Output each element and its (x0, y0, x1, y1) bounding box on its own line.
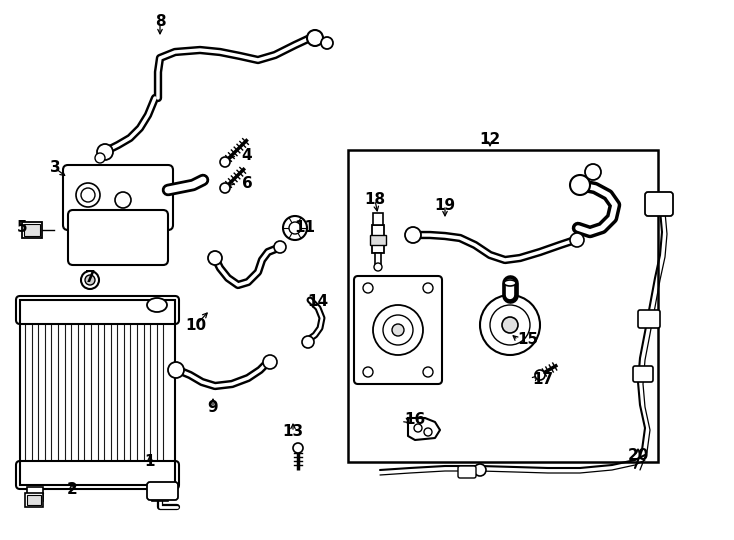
Bar (348, 150, 658, 462)
Bar (20, 300, 175, 485)
Circle shape (414, 424, 422, 432)
Text: 17: 17 (532, 373, 553, 388)
Bar (22, 222, 42, 238)
FancyBboxPatch shape (68, 210, 168, 265)
Bar (370, 235, 386, 245)
Circle shape (373, 305, 423, 355)
Circle shape (274, 241, 286, 253)
Circle shape (95, 153, 105, 163)
Circle shape (423, 367, 433, 377)
Circle shape (535, 370, 545, 380)
Bar (25, 493, 43, 507)
FancyBboxPatch shape (354, 276, 442, 384)
Circle shape (115, 192, 131, 208)
Text: 15: 15 (517, 333, 539, 348)
Text: 10: 10 (186, 318, 206, 333)
Bar (24, 224, 40, 236)
Circle shape (321, 37, 333, 49)
Circle shape (208, 251, 222, 265)
Text: 19: 19 (435, 198, 456, 213)
Bar (27, 495, 41, 505)
Ellipse shape (147, 298, 167, 312)
Polygon shape (408, 418, 440, 440)
Text: 4: 4 (241, 147, 252, 163)
FancyBboxPatch shape (645, 192, 673, 216)
Circle shape (502, 317, 518, 333)
Text: 13: 13 (283, 424, 304, 440)
Text: 8: 8 (155, 15, 165, 30)
Text: 7: 7 (84, 271, 95, 286)
FancyBboxPatch shape (458, 466, 476, 478)
Circle shape (490, 305, 530, 345)
Circle shape (392, 324, 404, 336)
Text: 20: 20 (628, 448, 649, 462)
Circle shape (480, 295, 540, 355)
Text: 5: 5 (17, 220, 27, 235)
Text: 12: 12 (479, 132, 501, 147)
Circle shape (423, 283, 433, 293)
Ellipse shape (504, 280, 516, 286)
Text: 9: 9 (208, 401, 218, 415)
Text: 14: 14 (308, 294, 329, 309)
Text: 11: 11 (294, 220, 316, 235)
Circle shape (405, 227, 421, 243)
FancyBboxPatch shape (147, 482, 178, 500)
Circle shape (363, 367, 373, 377)
Circle shape (283, 216, 307, 240)
Circle shape (289, 222, 301, 234)
Bar (373, 213, 383, 225)
FancyBboxPatch shape (638, 310, 660, 328)
Text: 18: 18 (365, 192, 385, 207)
Circle shape (293, 443, 303, 453)
Circle shape (220, 183, 230, 193)
Circle shape (85, 275, 95, 285)
Circle shape (570, 175, 590, 195)
Circle shape (424, 428, 432, 436)
FancyBboxPatch shape (63, 165, 173, 230)
Circle shape (168, 362, 184, 378)
Circle shape (302, 336, 314, 348)
Text: 1: 1 (145, 455, 156, 469)
Bar (152, 487, 168, 501)
Text: 3: 3 (50, 160, 60, 176)
Circle shape (307, 30, 323, 46)
FancyBboxPatch shape (16, 296, 179, 324)
Circle shape (374, 263, 382, 271)
Circle shape (81, 188, 95, 202)
Circle shape (363, 283, 373, 293)
FancyBboxPatch shape (633, 366, 653, 382)
Bar (375, 253, 381, 265)
FancyBboxPatch shape (16, 461, 179, 489)
Circle shape (76, 183, 100, 207)
Circle shape (220, 157, 230, 167)
Bar (27, 487, 43, 501)
Circle shape (585, 164, 601, 180)
Text: 16: 16 (404, 413, 426, 428)
Circle shape (81, 271, 99, 289)
Text: 6: 6 (241, 176, 252, 191)
Bar (372, 225, 384, 253)
Text: 2: 2 (67, 483, 77, 497)
Circle shape (474, 464, 486, 476)
Circle shape (383, 315, 413, 345)
Circle shape (570, 233, 584, 247)
Circle shape (263, 355, 277, 369)
Circle shape (97, 144, 113, 160)
